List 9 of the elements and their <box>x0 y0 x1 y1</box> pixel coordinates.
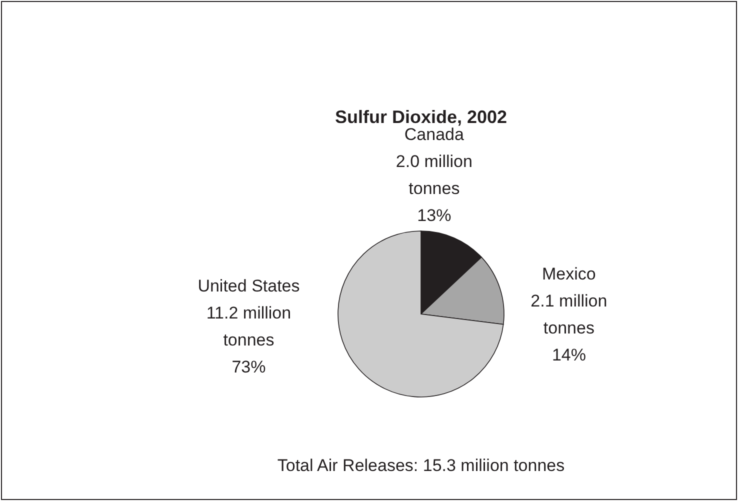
data-label: 2.0 million tonnes 13% <box>396 152 472 225</box>
data-label: 11.2 million tonnes 73% <box>206 304 292 376</box>
chart-title: Sulfur Dioxide, 2002 <box>334 107 508 127</box>
slice-label: Canada <box>404 125 464 144</box>
data-label: 2.1 million tonnes 14% <box>530 292 608 364</box>
text: Total Air Releases: 15.3 miliion tonnes <box>277 456 565 475</box>
slice-label: United States <box>198 276 300 296</box>
slice-label: Mexico <box>542 264 596 284</box>
pie-slice <box>338 230 504 398</box>
